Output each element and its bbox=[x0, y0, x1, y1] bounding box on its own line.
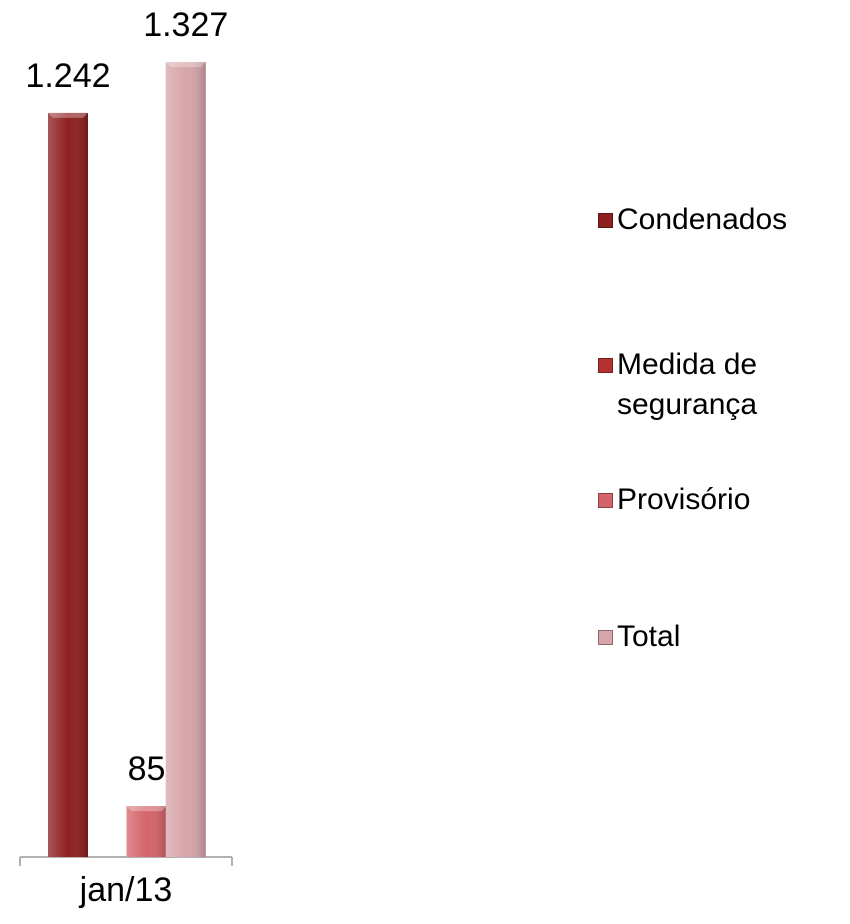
legend-label: Condenados bbox=[617, 203, 788, 236]
data-label: 85 bbox=[128, 750, 166, 788]
legend-swatch bbox=[598, 358, 613, 373]
legend-item: Medida de segurança bbox=[598, 345, 822, 425]
data-label: 1.242 bbox=[25, 57, 110, 95]
bar-shine bbox=[48, 112, 88, 857]
data-label: 1.327 bbox=[143, 6, 228, 44]
bar-shine bbox=[126, 806, 167, 857]
bar-shine bbox=[165, 62, 206, 857]
legend-label: Total bbox=[617, 620, 681, 653]
legend-swatch bbox=[598, 493, 613, 508]
legend-label: Provisório bbox=[617, 483, 751, 516]
bar-bevel bbox=[165, 62, 206, 67]
legend-swatch bbox=[598, 630, 613, 645]
legend-item: Provisório bbox=[598, 480, 822, 520]
legend-item: Condenados bbox=[598, 200, 822, 240]
bar-bevel bbox=[48, 112, 88, 118]
legend-item: Total bbox=[598, 617, 822, 657]
x-tick-label: jan/13 bbox=[79, 871, 173, 909]
bar-bevel bbox=[126, 806, 167, 812]
legend-label: Medida de segurança bbox=[617, 348, 758, 421]
legend-swatch bbox=[598, 213, 613, 228]
